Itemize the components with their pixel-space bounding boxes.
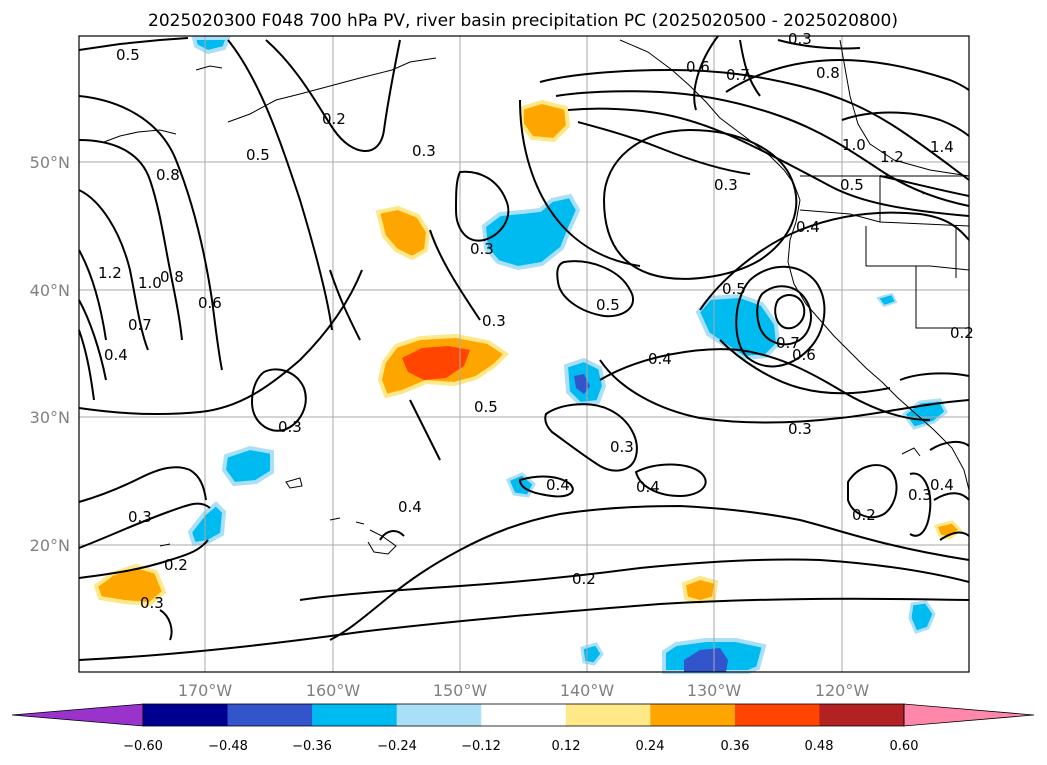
lon-label-130w: 130°W xyxy=(687,681,742,700)
contour-label: 1.0 xyxy=(138,274,162,292)
contour-label: 1.2 xyxy=(98,264,122,282)
contour-label: 0.3 xyxy=(714,176,738,194)
colorbar-tick-label: 0.12 xyxy=(552,739,581,754)
colorbar-segment xyxy=(312,704,398,726)
lon-label-140w: 140°W xyxy=(560,681,615,700)
contour-labels: 0.5 0.2 0.5 0.3 0.6 0.7 0.8 1.0 1.2 1.4 … xyxy=(98,30,974,612)
contour-label: 0.3 xyxy=(788,420,812,438)
colorbar-tick-label: 0.36 xyxy=(721,739,750,754)
contour-label: 0.8 xyxy=(160,268,184,286)
pv-contours xyxy=(78,35,970,661)
colorbar-segment xyxy=(481,704,567,726)
contour-label: 0.2 xyxy=(950,324,974,342)
contour-label: 0.4 xyxy=(546,476,570,494)
contour-label: 0.4 xyxy=(648,350,672,368)
contour-label: 0.4 xyxy=(796,218,820,236)
colorbar-frame xyxy=(142,703,905,727)
map-panel: 0.5 0.2 0.5 0.3 0.6 0.7 0.8 1.0 1.2 1.4 … xyxy=(78,30,974,674)
lat-label-30n: 30°N xyxy=(30,408,70,427)
contour-label: 1.4 xyxy=(930,138,954,156)
gridlines xyxy=(79,36,969,672)
contour-label: 0.5 xyxy=(474,398,498,416)
colorbar-segment xyxy=(143,704,229,726)
figure-title: 2025020300 F048 700 hPa PV, river basin … xyxy=(148,11,898,31)
contour-label: 0.2 xyxy=(164,556,188,574)
lon-label-150w: 150°W xyxy=(433,681,488,700)
contour-label: 0.3 xyxy=(128,508,152,526)
colorbar-tick-label: 0.24 xyxy=(636,739,665,754)
contour-label: 1.0 xyxy=(842,136,866,154)
colorbar-ticks: −0.60 −0.48 −0.36 −0.24 −0.12 0.12 0.24 … xyxy=(123,739,918,754)
colorbar-tick-label: −0.12 xyxy=(461,739,501,754)
latitude-labels: 50°N 40°N 30°N 20°N xyxy=(30,153,70,555)
lon-label-170w: 170°W xyxy=(178,681,233,700)
contour-label: 0.8 xyxy=(816,64,840,82)
colorbar-tick-label: −0.24 xyxy=(377,739,417,754)
colorbar-extend-high xyxy=(903,703,1035,727)
colorbar-segment xyxy=(227,704,313,726)
contour-label: 0.2 xyxy=(852,506,876,524)
colorbar-tick-label: −0.36 xyxy=(292,739,332,754)
contour-label: 0.2 xyxy=(572,570,596,588)
colorbar-segment xyxy=(650,704,736,726)
contour-label: 0.8 xyxy=(156,166,180,184)
contour-label: 0.3 xyxy=(908,486,932,504)
contour-label: 0.3 xyxy=(470,240,494,258)
contour-label: 0.3 xyxy=(788,30,812,48)
contour-label: 0.7 xyxy=(726,66,750,84)
colorbar-tick-label: −0.48 xyxy=(208,739,248,754)
contour-label: 0.6 xyxy=(198,294,222,312)
contour-label: 0.7 xyxy=(776,334,800,352)
colorbar-segment xyxy=(819,704,905,726)
map-frame xyxy=(78,35,970,673)
lat-label-50n: 50°N xyxy=(30,153,70,172)
colorbar-tick-label: 0.60 xyxy=(890,739,919,754)
contour-label: 0.5 xyxy=(840,176,864,194)
colorbar-segment xyxy=(396,704,482,726)
colorbar-tick-label: −0.60 xyxy=(123,739,163,754)
contour-label: 0.4 xyxy=(636,478,660,496)
colorbar-segment xyxy=(734,704,820,726)
contour-label: 0.3 xyxy=(278,418,302,436)
contour-label: 0.3 xyxy=(482,312,506,330)
contour-label: 0.3 xyxy=(610,438,634,456)
lon-label-160w: 160°W xyxy=(306,681,361,700)
contour-label: 0.5 xyxy=(116,46,140,64)
contour-label: 0.3 xyxy=(140,594,164,612)
map-background xyxy=(79,36,969,672)
contour-label: 0.3 xyxy=(412,142,436,160)
colorbar-segment xyxy=(565,704,651,726)
contour-label: 0.4 xyxy=(930,476,954,494)
contour-label: 0.5 xyxy=(596,296,620,314)
contour-label: 0.5 xyxy=(722,280,746,298)
colorbar-extend-low xyxy=(11,703,144,727)
colorbar-segments xyxy=(11,703,1035,727)
lat-label-20n: 20°N xyxy=(30,536,70,555)
lat-label-40n: 40°N xyxy=(30,281,70,300)
contour-label: 0.2 xyxy=(322,110,346,128)
contour-label: 1.2 xyxy=(880,148,904,166)
contour-label: 0.5 xyxy=(246,146,270,164)
contour-label: 0.4 xyxy=(104,346,128,364)
contour-label: 0.6 xyxy=(792,346,816,364)
longitude-labels: 170°W 160°W 150°W 140°W 130°W 120°W xyxy=(178,681,870,700)
lon-label-120w: 120°W xyxy=(815,681,870,700)
contour-label: 0.7 xyxy=(128,316,152,334)
colorbar-tick-label: 0.48 xyxy=(805,739,834,754)
colorbar: −0.60 −0.48 −0.36 −0.24 −0.12 0.12 0.24 … xyxy=(11,703,1035,754)
contour-label: 0.4 xyxy=(398,498,422,516)
contour-label: 0.6 xyxy=(686,58,710,76)
